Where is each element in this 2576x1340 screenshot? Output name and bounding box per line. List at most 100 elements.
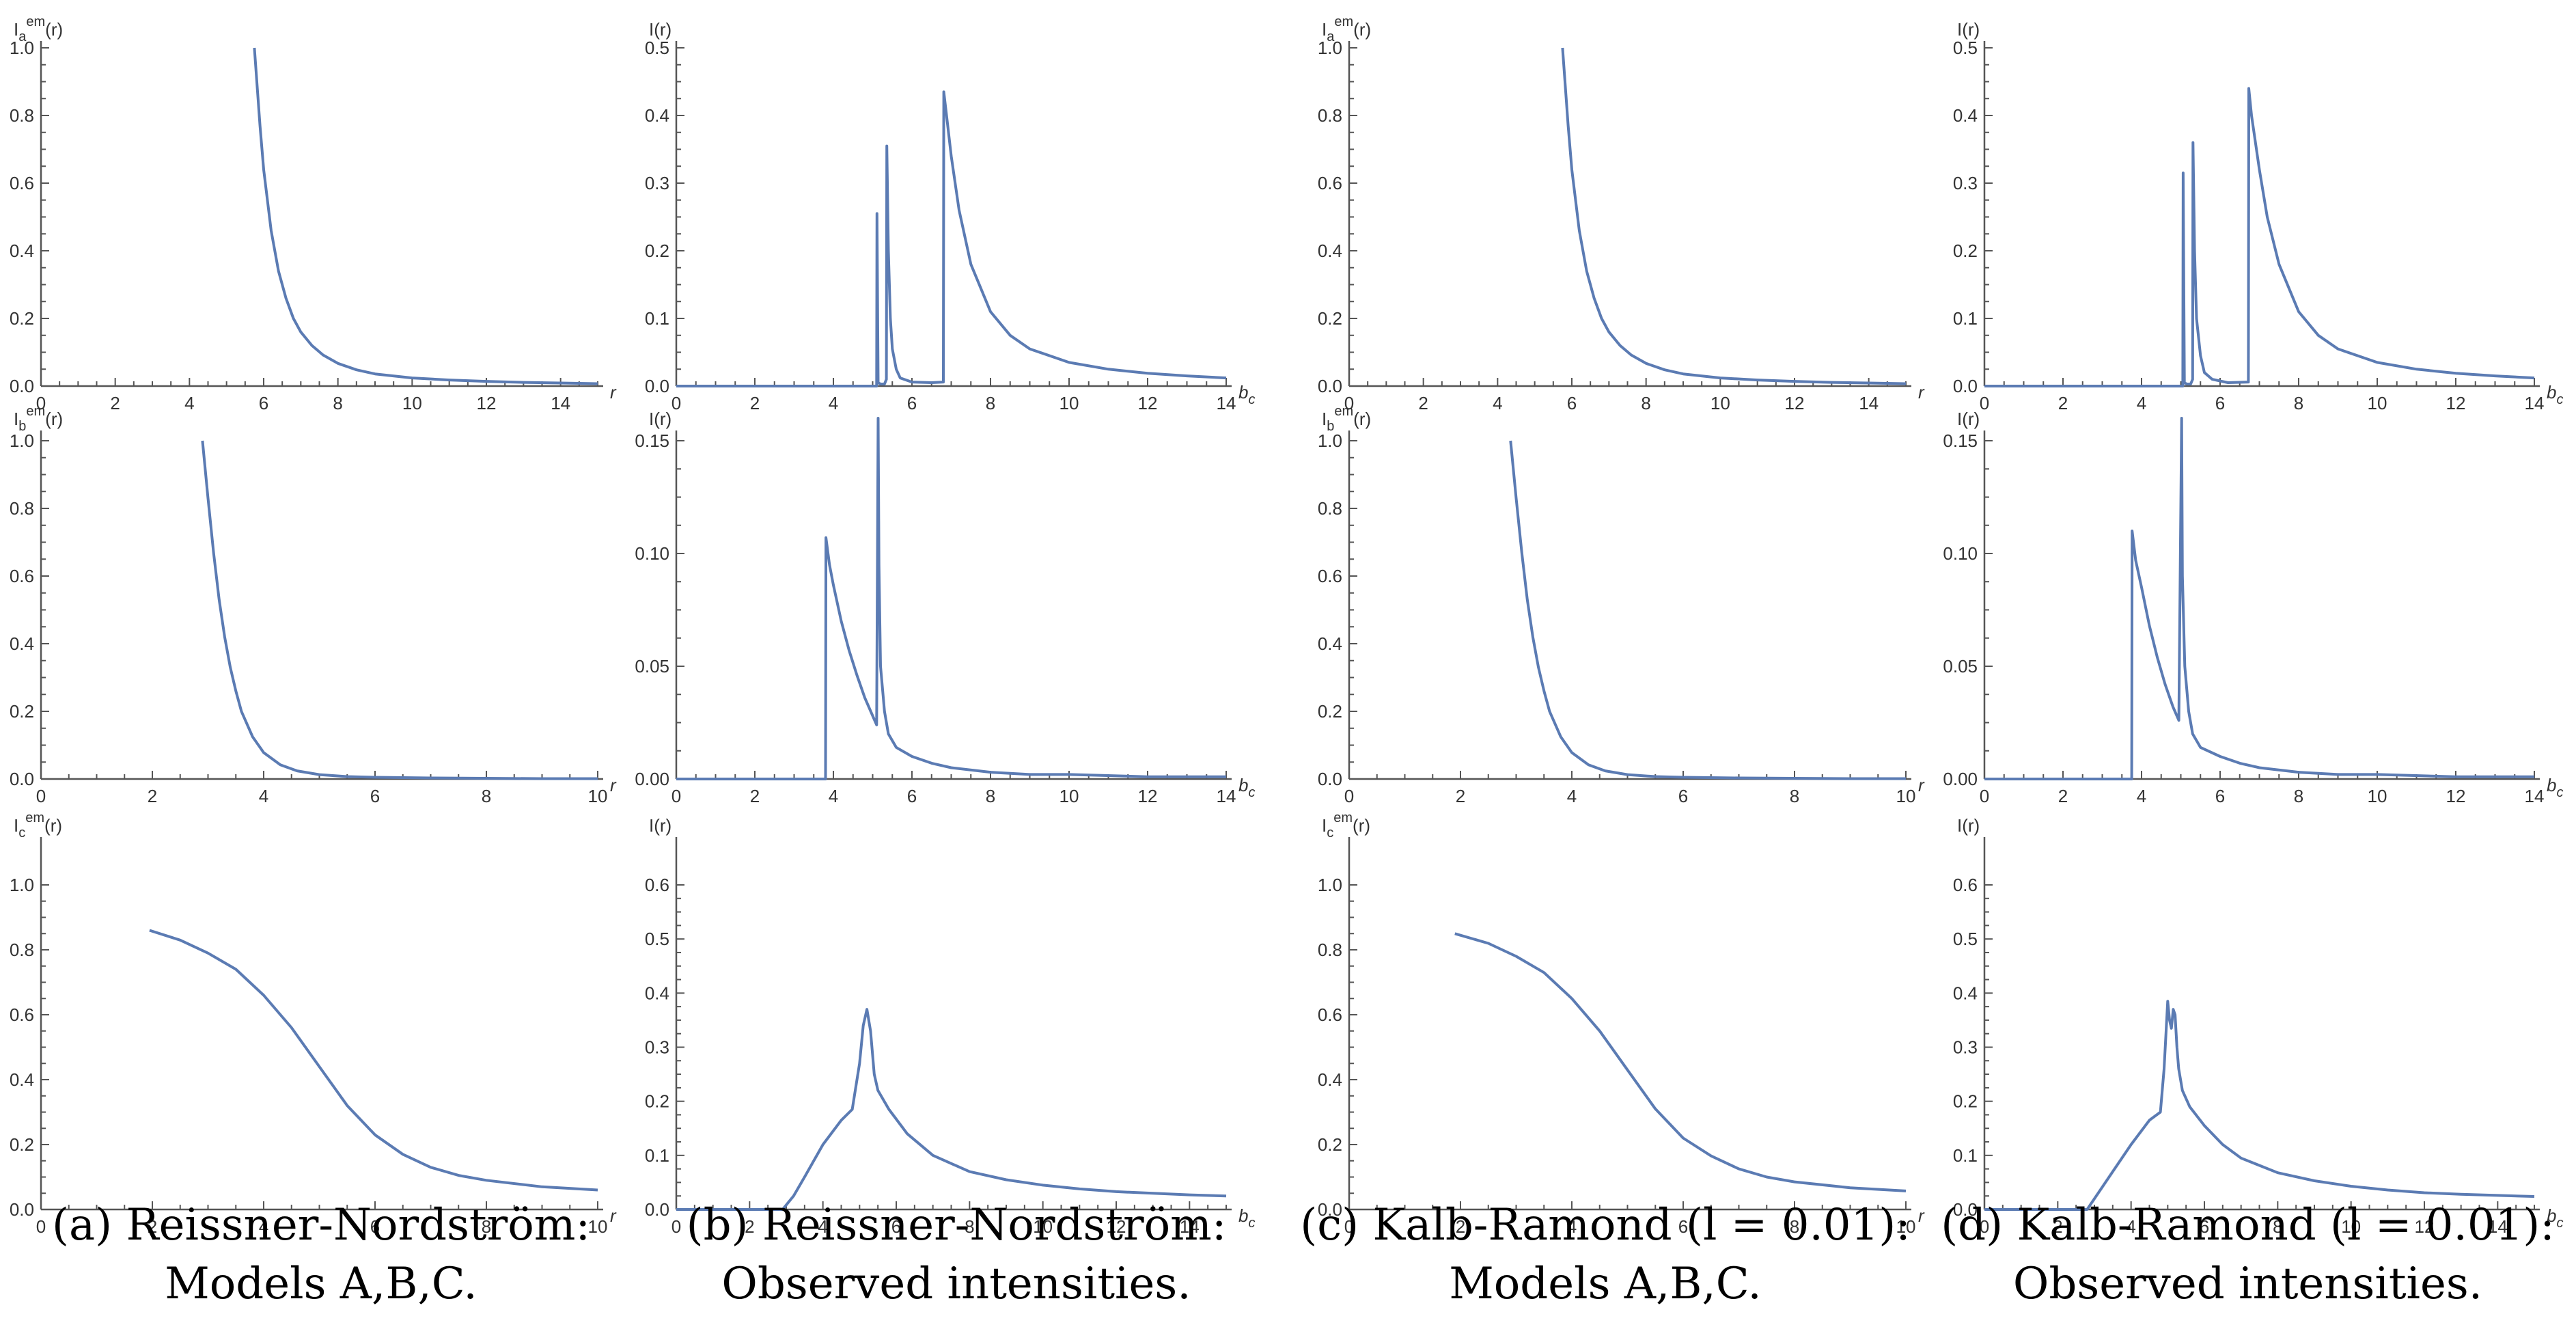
y-tick-label: 0.2 (1953, 241, 1978, 261)
y-tick-label: 0.00 (635, 769, 669, 789)
series-line-d3 (1984, 1000, 2535, 1211)
y-tick-label: 0.8 (1318, 940, 1342, 960)
x-tick-label: 8 (2294, 786, 2303, 806)
x-tick-label: 8 (1641, 393, 1650, 413)
x-tick-label: 14 (1217, 786, 1236, 806)
y-tick-label: 0.2 (645, 241, 669, 261)
y-tick-label: 0.3 (1953, 173, 1978, 193)
x-axis-label: r (1918, 1205, 1925, 1226)
x-tick-label: 4 (818, 1216, 827, 1237)
y-tick-label: 0.6 (1953, 875, 1978, 895)
y-tick-label: 0.1 (1953, 1145, 1978, 1166)
y-tick-label: 0.8 (10, 498, 34, 519)
x-tick-label: 6 (2215, 786, 2225, 806)
y-tick-label: 0.0 (1953, 376, 1978, 396)
x-tick-label: 10 (2368, 786, 2387, 806)
x-tick-label: 6 (1678, 786, 1688, 806)
y-tick-label: 0.4 (1953, 983, 1978, 1003)
series-line-b3 (676, 1008, 1227, 1211)
y-tick-label: 0.4 (1318, 241, 1342, 261)
y-axis-label: Icem(r) (1322, 810, 1370, 840)
caption-b: (b) Reissner-Nordström: Observed intensi… (635, 1196, 1277, 1340)
x-tick-label: 2 (2053, 1216, 2062, 1237)
caption-a-line2: Models A,B,C. (165, 1259, 477, 1309)
x-tick-label: 8 (1790, 1216, 1799, 1237)
x-tick-label: 8 (2294, 393, 2303, 413)
y-tick-label: 1.0 (1318, 430, 1342, 451)
y-tick-label: 0.4 (10, 633, 34, 654)
y-tick-label: 0.5 (1953, 38, 1978, 58)
caption-c-line2: Models A,B,C. (1449, 1259, 1762, 1309)
y-axis-label: Ibem(r) (14, 404, 63, 434)
x-axis-label: r (610, 1205, 617, 1226)
x-tick-label: 10 (588, 786, 608, 806)
panel-b2: 0 2 4 6 8 10 12 14 0.00 0.05 0.10 0.15I(r) bc (635, 409, 1255, 806)
y-tick-label: 0.0 (10, 769, 34, 789)
x-tick-label: 12 (2446, 393, 2466, 413)
y-tick-label: 0.6 (10, 566, 34, 586)
x-tick-label: 10 (1896, 1216, 1916, 1237)
x-tick-label: 10 (2368, 393, 2387, 413)
x-tick-label: 8 (965, 1216, 974, 1237)
y-tick-label: 0.4 (645, 983, 669, 1003)
x-tick-label: 10 (1060, 786, 1079, 806)
y-tick-label: 0.6 (10, 173, 34, 193)
x-tick-label: 8 (482, 786, 491, 806)
x-tick-label: 14 (1859, 393, 1879, 413)
x-axis-label: bc (1238, 382, 1255, 407)
x-tick-label: 4 (1493, 393, 1502, 413)
caption-a-line1: (a) Reissner-Nordström: (52, 1200, 590, 1250)
x-tick-label: 2 (148, 1216, 157, 1237)
x-axis-label: r (1918, 382, 1925, 402)
x-axis-label: bc (1238, 775, 1255, 800)
x-tick-label: 10 (588, 1216, 608, 1237)
x-tick-label: 4 (1567, 1216, 1577, 1237)
series-line-b1 (676, 90, 1227, 387)
x-tick-label: 2 (1456, 1216, 1465, 1237)
y-tick-label: 0.2 (1318, 701, 1342, 722)
x-axis-label: bc (2547, 775, 2563, 800)
x-tick-label: 0 (1980, 786, 1989, 806)
x-tick-label: 0 (1980, 1216, 1989, 1237)
y-tick-label: 0.8 (1318, 105, 1342, 126)
y-tick-label: 0.5 (645, 38, 669, 58)
y-tick-label: 0.5 (645, 929, 669, 949)
x-tick-label: 10 (1033, 1216, 1053, 1237)
y-tick-label: 0.0 (10, 1199, 34, 1220)
y-tick-label: 0.2 (10, 1134, 34, 1155)
panel-d1: 0 2 4 6 8 10 12 14 0.0 0.1 0.2 0.3 0.4 0.5I(r) bc (1953, 19, 2564, 413)
x-tick-label: 6 (2200, 1216, 2209, 1237)
y-tick-label: 0.3 (645, 173, 669, 193)
caption-d-line2: Observed intensities. (2012, 1259, 2483, 1309)
series-line-d1 (1984, 87, 2535, 387)
x-tick-label: 12 (477, 393, 497, 413)
caption-d: (d) Kalb-Ramond (l = 0.01): Observed int… (1920, 1196, 2576, 1340)
caption-a: (a) Reissner-Nordström: Models A,B,C. (0, 1196, 642, 1340)
y-tick-label: 0.00 (1943, 769, 1978, 789)
x-tick-label: 14 (1217, 393, 1236, 413)
x-tick-label: 2 (148, 786, 157, 806)
x-tick-label: 2 (110, 393, 120, 413)
panel-d3: 0 2 4 6 8 10 12 14 0.0 0.1 0.2 0.3 0.4 0.5 0.6 I(r) bc (1953, 815, 2564, 1237)
x-tick-label: 0 (1344, 1216, 1354, 1237)
x-tick-label: 8 (333, 393, 342, 413)
x-tick-label: 12 (2415, 1216, 2435, 1237)
y-tick-label: 0.8 (10, 940, 34, 960)
y-tick-label: 1.0 (1318, 38, 1342, 58)
x-tick-label: 14 (1180, 1216, 1200, 1237)
x-tick-label: 14 (2525, 786, 2545, 806)
y-tick-label: 0.0 (1953, 1199, 1978, 1220)
y-tick-label: 0.10 (1943, 543, 1978, 564)
x-tick-label: 0 (671, 786, 681, 806)
y-tick-label: 0.0 (645, 376, 669, 396)
series-line-a1 (253, 47, 598, 385)
series-line-d2 (1984, 417, 2534, 780)
y-tick-label: 1.0 (10, 38, 34, 58)
x-tick-label: 4 (829, 786, 838, 806)
x-tick-label: 2 (750, 393, 760, 413)
x-tick-label: 2 (1456, 786, 1465, 806)
